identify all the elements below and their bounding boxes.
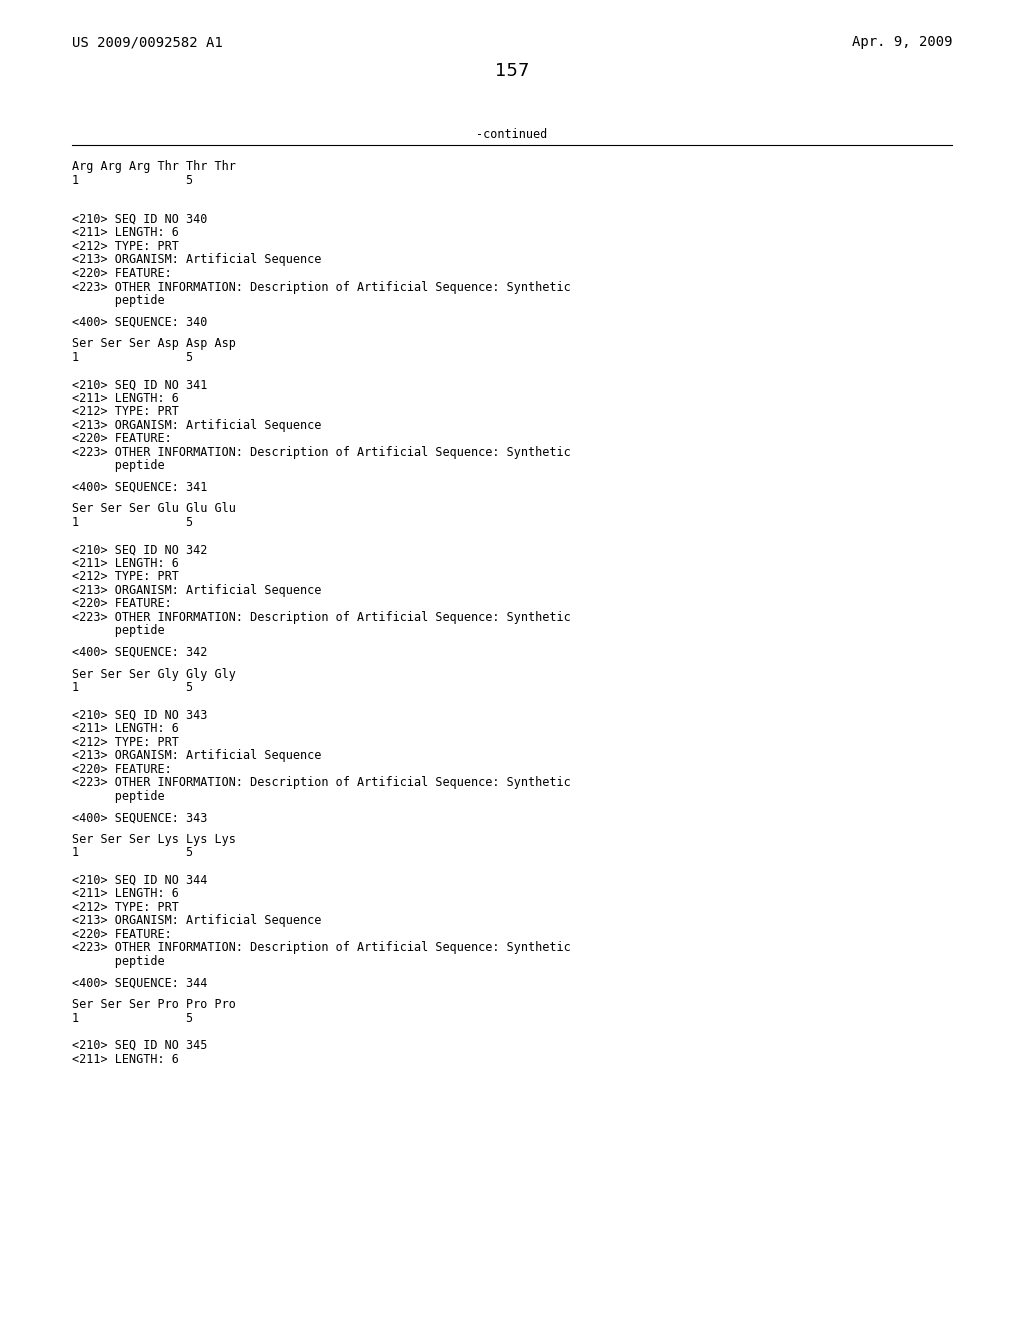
Text: <211> LENGTH: 6: <211> LENGTH: 6: [72, 887, 179, 900]
Text: 1               5: 1 5: [72, 516, 194, 529]
Text: Ser Ser Ser Asp Asp Asp: Ser Ser Ser Asp Asp Asp: [72, 337, 236, 350]
Text: <212> TYPE: PRT: <212> TYPE: PRT: [72, 900, 179, 913]
Text: <220> FEATURE:: <220> FEATURE:: [72, 598, 172, 610]
Text: <223> OTHER INFORMATION: Description of Artificial Sequence: Synthetic: <223> OTHER INFORMATION: Description of …: [72, 611, 570, 624]
Text: peptide: peptide: [72, 954, 165, 968]
Text: 1               5: 1 5: [72, 173, 194, 186]
Text: <223> OTHER INFORMATION: Description of Artificial Sequence: Synthetic: <223> OTHER INFORMATION: Description of …: [72, 776, 570, 789]
Text: <212> TYPE: PRT: <212> TYPE: PRT: [72, 735, 179, 748]
Text: Arg Arg Arg Thr Thr Thr: Arg Arg Arg Thr Thr Thr: [72, 160, 236, 173]
Text: <400> SEQUENCE: 344: <400> SEQUENCE: 344: [72, 977, 208, 990]
Text: <223> OTHER INFORMATION: Description of Artificial Sequence: Synthetic: <223> OTHER INFORMATION: Description of …: [72, 446, 570, 459]
Text: <210> SEQ ID NO 342: <210> SEQ ID NO 342: [72, 544, 208, 557]
Text: Ser Ser Ser Pro Pro Pro: Ser Ser Ser Pro Pro Pro: [72, 998, 236, 1011]
Text: Apr. 9, 2009: Apr. 9, 2009: [852, 36, 952, 49]
Text: <220> FEATURE:: <220> FEATURE:: [72, 928, 172, 941]
Text: Ser Ser Ser Gly Gly Gly: Ser Ser Ser Gly Gly Gly: [72, 668, 236, 681]
Text: <213> ORGANISM: Artificial Sequence: <213> ORGANISM: Artificial Sequence: [72, 583, 322, 597]
Text: <212> TYPE: PRT: <212> TYPE: PRT: [72, 570, 179, 583]
Text: <220> FEATURE:: <220> FEATURE:: [72, 267, 172, 280]
Text: <211> LENGTH: 6: <211> LENGTH: 6: [72, 1052, 179, 1065]
Text: Ser Ser Ser Glu Glu Glu: Ser Ser Ser Glu Glu Glu: [72, 503, 236, 515]
Text: US 2009/0092582 A1: US 2009/0092582 A1: [72, 36, 223, 49]
Text: <212> TYPE: PRT: <212> TYPE: PRT: [72, 405, 179, 418]
Text: <213> ORGANISM: Artificial Sequence: <213> ORGANISM: Artificial Sequence: [72, 750, 322, 762]
Text: peptide: peptide: [72, 294, 165, 308]
Text: -continued: -continued: [476, 128, 548, 141]
Text: <220> FEATURE:: <220> FEATURE:: [72, 432, 172, 445]
Text: 1               5: 1 5: [72, 681, 194, 694]
Text: peptide: peptide: [72, 624, 165, 638]
Text: 157: 157: [495, 62, 529, 81]
Text: <211> LENGTH: 6: <211> LENGTH: 6: [72, 392, 179, 405]
Text: <220> FEATURE:: <220> FEATURE:: [72, 763, 172, 776]
Text: <210> SEQ ID NO 343: <210> SEQ ID NO 343: [72, 709, 208, 722]
Text: <212> TYPE: PRT: <212> TYPE: PRT: [72, 240, 179, 253]
Text: peptide: peptide: [72, 459, 165, 473]
Text: 1               5: 1 5: [72, 1011, 194, 1024]
Text: Ser Ser Ser Lys Lys Lys: Ser Ser Ser Lys Lys Lys: [72, 833, 236, 846]
Text: <210> SEQ ID NO 341: <210> SEQ ID NO 341: [72, 379, 208, 391]
Text: <223> OTHER INFORMATION: Description of Artificial Sequence: Synthetic: <223> OTHER INFORMATION: Description of …: [72, 941, 570, 954]
Text: <213> ORGANISM: Artificial Sequence: <213> ORGANISM: Artificial Sequence: [72, 418, 322, 432]
Text: <213> ORGANISM: Artificial Sequence: <213> ORGANISM: Artificial Sequence: [72, 915, 322, 928]
Text: <211> LENGTH: 6: <211> LENGTH: 6: [72, 227, 179, 239]
Text: <400> SEQUENCE: 343: <400> SEQUENCE: 343: [72, 812, 208, 824]
Text: 1               5: 1 5: [72, 351, 194, 364]
Text: <211> LENGTH: 6: <211> LENGTH: 6: [72, 722, 179, 735]
Text: <210> SEQ ID NO 345: <210> SEQ ID NO 345: [72, 1039, 208, 1052]
Text: <211> LENGTH: 6: <211> LENGTH: 6: [72, 557, 179, 570]
Text: 1               5: 1 5: [72, 846, 194, 859]
Text: peptide: peptide: [72, 789, 165, 803]
Text: <400> SEQUENCE: 341: <400> SEQUENCE: 341: [72, 480, 208, 494]
Text: <210> SEQ ID NO 344: <210> SEQ ID NO 344: [72, 874, 208, 887]
Text: <400> SEQUENCE: 340: <400> SEQUENCE: 340: [72, 315, 208, 329]
Text: <400> SEQUENCE: 342: <400> SEQUENCE: 342: [72, 645, 208, 659]
Text: <223> OTHER INFORMATION: Description of Artificial Sequence: Synthetic: <223> OTHER INFORMATION: Description of …: [72, 281, 570, 293]
Text: <210> SEQ ID NO 340: <210> SEQ ID NO 340: [72, 213, 208, 226]
Text: <213> ORGANISM: Artificial Sequence: <213> ORGANISM: Artificial Sequence: [72, 253, 322, 267]
